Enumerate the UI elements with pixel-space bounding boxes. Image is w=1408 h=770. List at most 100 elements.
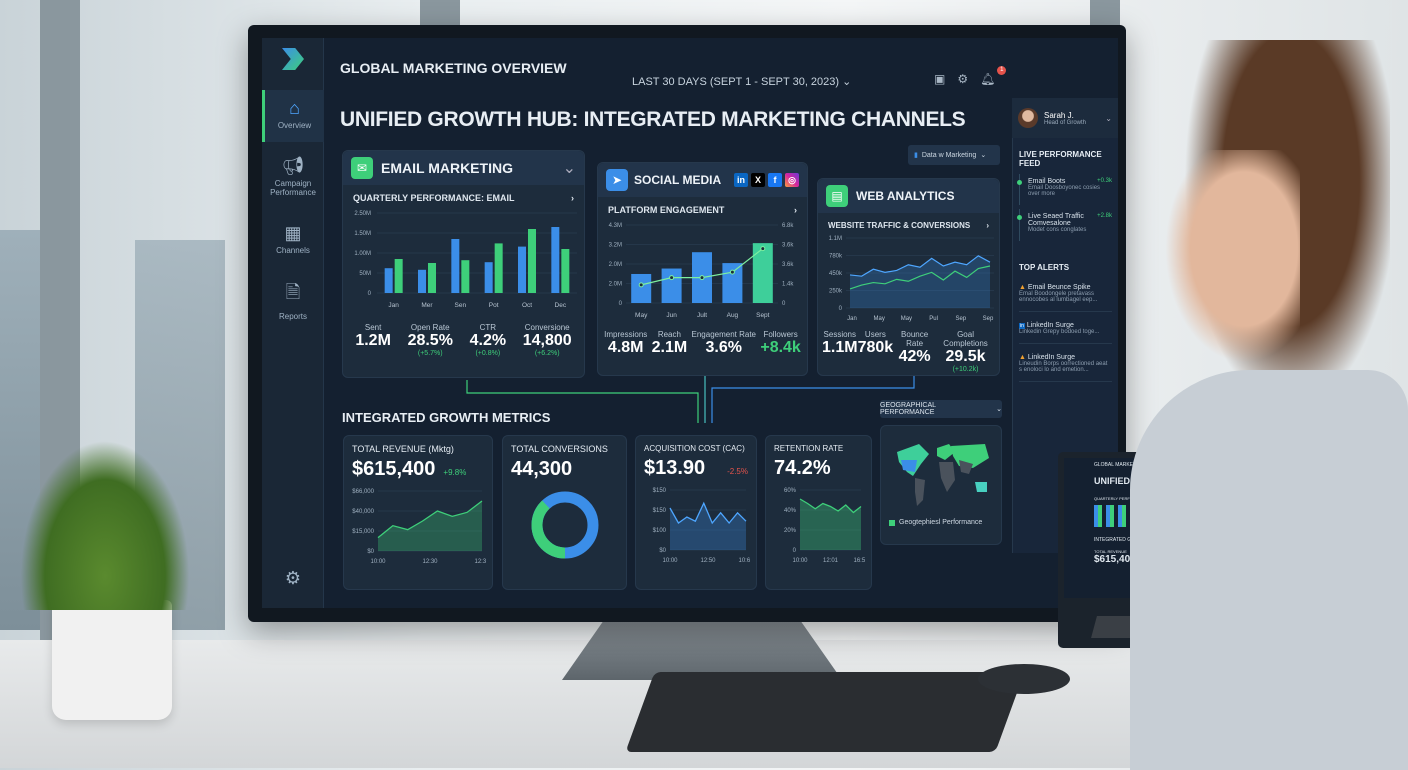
stat-users: Users 780k bbox=[858, 330, 894, 373]
legend-swatch bbox=[889, 519, 895, 526]
bar bbox=[384, 268, 393, 293]
sidebar-item-channels[interactable]: ▦ Channels bbox=[262, 223, 324, 255]
chevron-right-icon[interactable]: › bbox=[794, 205, 797, 215]
x-tick-label: Jult bbox=[697, 312, 707, 319]
acquisition-cost-card: ACQUISITION COST (CAC) $13.90 -2.5% $150 $… bbox=[635, 435, 757, 590]
x-tick-label: Jan bbox=[388, 302, 399, 309]
y-tick-label: 250k bbox=[829, 289, 843, 295]
gear-icon[interactable]: ⚙ bbox=[957, 72, 969, 86]
series-line bbox=[669, 501, 747, 525]
x-tick-label: Oct bbox=[522, 302, 532, 309]
data-filter-dropdown[interactable]: ▮ Data w Marketing ⌄ bbox=[908, 145, 1000, 165]
sidebar-item-reports[interactable]: 🗎︎ Reports bbox=[262, 280, 324, 321]
y-tick-label: 20% bbox=[784, 528, 797, 534]
stat-label: Open Rate bbox=[410, 323, 450, 332]
stat-followers: Followers +8.4k bbox=[760, 330, 800, 357]
area-fill bbox=[800, 499, 861, 550]
envelope-icon: ✉ bbox=[351, 157, 373, 179]
bell-icon[interactable]: 🔔︎ bbox=[980, 72, 996, 86]
chevron-right-icon[interactable]: › bbox=[571, 193, 574, 203]
browser-icon: ▤ bbox=[826, 185, 848, 207]
stat-value: 2.1M bbox=[651, 339, 688, 356]
bar bbox=[418, 269, 426, 293]
instagram-icon[interactable]: ◎ bbox=[785, 173, 799, 187]
stat-value: 29.5k bbox=[945, 348, 986, 365]
stat-delta: (+0.8%) bbox=[475, 350, 501, 357]
x-tick-label: Jun bbox=[666, 312, 677, 319]
stat-value: 780k bbox=[857, 339, 894, 356]
chevron-down-icon[interactable]: ⌄ bbox=[562, 160, 576, 177]
chevron-down-icon: ⌄ bbox=[980, 152, 987, 159]
x-tick-label: Dec bbox=[555, 302, 567, 309]
y-tick-label: 4.3M bbox=[609, 223, 622, 229]
stat-label: Users bbox=[864, 330, 886, 339]
linkedin-icon[interactable]: in bbox=[734, 173, 748, 187]
data-point bbox=[669, 275, 675, 281]
stat-ctr: CTR 4.2% (+0.8%) bbox=[470, 323, 506, 357]
date-range-dropdown[interactable]: LAST 30 DAYS (SEPT 1 - SEPT 30, 2023) ⌄ bbox=[632, 76, 852, 88]
flow-connectors bbox=[466, 376, 915, 423]
stat-delta: (+10.2k) bbox=[952, 366, 979, 373]
bar bbox=[752, 243, 773, 303]
y-tick-label: 0 bbox=[839, 306, 843, 312]
y-tick-label: 450k bbox=[829, 271, 843, 277]
x-tick-label: 10:00 bbox=[370, 559, 386, 565]
stat-value: 4.2% bbox=[469, 332, 507, 349]
email-marketing-card: ✉ EMAIL MARKETING ⌄ QUARTERLY PERFORMANCE:… bbox=[342, 150, 585, 378]
stat-label: Bounce Rate bbox=[901, 330, 929, 348]
conversions-line bbox=[849, 265, 991, 290]
x-tick-label: Jan bbox=[847, 316, 857, 322]
stat-bounce-rate: Bounce Rate 42% bbox=[893, 330, 936, 373]
data-point bbox=[729, 269, 735, 275]
status-dot-icon bbox=[1017, 215, 1022, 220]
total-revenue-card: TOTAL REVENUE (Mktg) $615,400 +9.8% $66,0… bbox=[343, 435, 493, 590]
y-right-tick-label: 3.6k bbox=[782, 262, 794, 268]
page-title: UNIFIED GROWTH HUB: INTEGRATED MARKETING… bbox=[340, 108, 966, 131]
document-icon: 🗎︎ bbox=[285, 282, 301, 302]
sidebar-item-overview[interactable]: ⌂ Overview bbox=[262, 90, 324, 142]
total-conversions-card: TOTAL CONVERSIONS 44,300 bbox=[502, 435, 627, 590]
feed-item[interactable]: Live Seaed Traffic Comvesalone +2.8k Modet… bbox=[1017, 209, 1112, 241]
y-tick-label: 1.50M bbox=[354, 231, 371, 237]
bar bbox=[528, 229, 536, 293]
y-tick-label: $15,000 bbox=[352, 529, 374, 535]
alert-item[interactable]: ▲ Email Beunce Spike Emal Boodongele pret… bbox=[1019, 280, 1112, 312]
bar bbox=[561, 249, 570, 293]
geo-dropdown[interactable]: GEOGRAPHICAL PERFORMANCE ⌄ bbox=[880, 400, 1002, 418]
metrics-title: INTEGRATED GROWTH METRICS bbox=[342, 410, 551, 425]
feed-item[interactable]: Email Boots +0.3k Email Doosboyonec cosies… bbox=[1017, 174, 1112, 205]
stat-value: 3.6% bbox=[705, 339, 742, 356]
x-icon[interactable]: X bbox=[751, 173, 765, 187]
settings-button[interactable]: ⚙ bbox=[262, 568, 324, 591]
stat-value: 4.8M bbox=[607, 339, 644, 356]
y-tick-label: 1.00M bbox=[354, 251, 371, 257]
y-tick-label: 3.2M bbox=[609, 243, 622, 249]
retention-rate-card: RETENTION RATE 74.2% 60% 40% 20% 0 10:00 12:0… bbox=[765, 435, 872, 590]
x-tick-label: 10:00 bbox=[662, 558, 678, 564]
sidebar-item-campaign-performance[interactable]: 📢︎ Campaign Performance bbox=[262, 156, 324, 197]
web-traffic-chart: 1.1M 780k 450k 250k 0 Jan May May Pul Sep Sep bbox=[829, 236, 994, 322]
bar bbox=[451, 239, 460, 293]
traffic-area bbox=[850, 255, 990, 308]
plant-pot bbox=[52, 600, 172, 720]
stat-label: Goal Completions bbox=[943, 330, 988, 348]
alert-item[interactable]: ▲ LinkedIn Surge Lineudin Borps oorrectio… bbox=[1019, 350, 1112, 382]
alert-item[interactable]: in LinkedIn Surge Linkedin Grepy bodoed t… bbox=[1019, 318, 1112, 344]
facebook-icon[interactable]: f bbox=[768, 173, 782, 187]
header-title: GLOBAL MARKETING OVERVIEW bbox=[340, 60, 567, 76]
megaphone-icon: 📢︎ bbox=[281, 156, 305, 176]
stat-label: Followers bbox=[763, 330, 798, 339]
chevron-down-icon: ⌄ bbox=[996, 406, 1002, 413]
chevron-right-icon[interactable]: › bbox=[986, 221, 989, 230]
avatar bbox=[1018, 108, 1038, 128]
y-right-tick-label: 3.6k bbox=[782, 243, 794, 249]
paper-plane-icon: ➤ bbox=[606, 169, 628, 191]
clipboard-icon[interactable]: ▣ bbox=[934, 72, 946, 86]
stat-label: Conversione bbox=[524, 323, 570, 332]
traffic-line bbox=[849, 255, 991, 277]
y-tick-label: $150 bbox=[653, 488, 667, 494]
x-tick-label: 16:50 bbox=[853, 558, 865, 564]
area-fill bbox=[378, 501, 482, 551]
bar bbox=[518, 246, 526, 293]
user-profile[interactable]: Sarah J. Head of Growth ⌄ bbox=[1012, 98, 1118, 138]
